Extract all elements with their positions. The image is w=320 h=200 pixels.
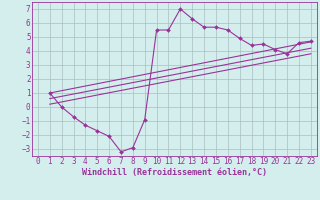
X-axis label: Windchill (Refroidissement éolien,°C): Windchill (Refroidissement éolien,°C) bbox=[82, 168, 267, 177]
